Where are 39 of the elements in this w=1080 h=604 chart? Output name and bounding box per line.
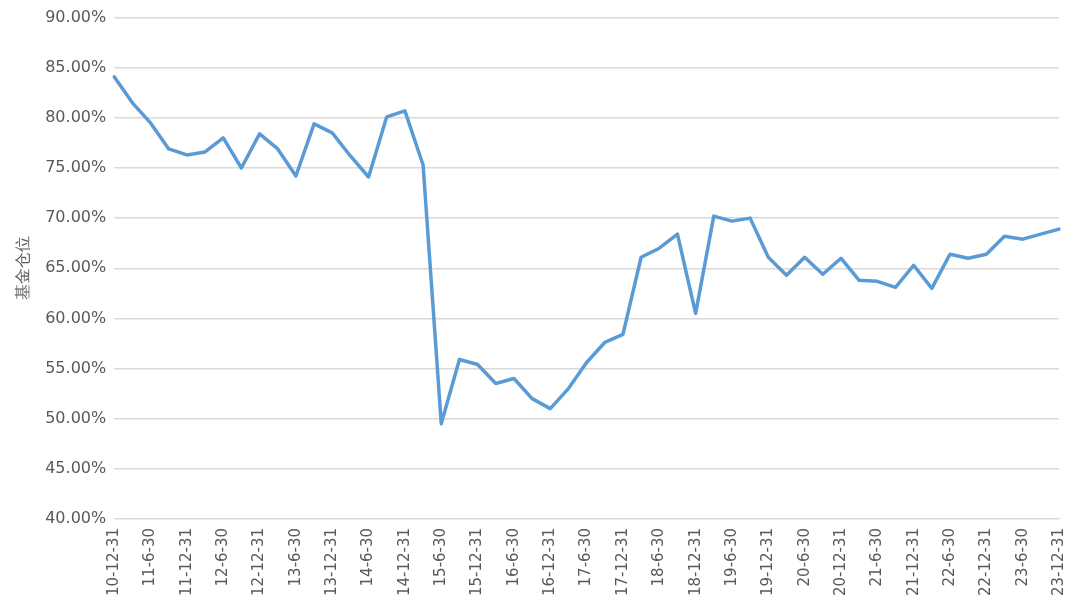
- y-tick-label: 45.00%: [45, 457, 107, 477]
- y-tick-label: 55.00%: [45, 357, 107, 377]
- x-tick-label: 18-12-31: [685, 527, 704, 597]
- x-tick-label: 22-12-31: [976, 527, 995, 597]
- y-tick-label: 75.00%: [45, 157, 107, 177]
- x-tick-label: 12-12-31: [249, 527, 268, 597]
- x-tick-label: 13-12-31: [322, 527, 341, 597]
- x-tick-label: 12-6-30: [213, 527, 232, 587]
- x-tick-label: 13-6-30: [285, 527, 304, 587]
- x-tick-label: 23-12-31: [1048, 527, 1067, 597]
- x-tick-label: 17-6-30: [576, 527, 595, 587]
- y-tick-label: 70.00%: [45, 207, 107, 227]
- x-tick-label: 19-12-31: [758, 527, 777, 597]
- y-tick-label: 85.00%: [45, 56, 107, 76]
- y-tick-label: 80.00%: [45, 107, 107, 127]
- y-tick-label: 65.00%: [45, 257, 107, 277]
- y-tick-label: 40.00%: [45, 508, 107, 528]
- x-tick-label: 20-12-31: [830, 527, 849, 597]
- x-tick-label: 18-6-30: [649, 527, 668, 587]
- x-tick-label: 14-12-31: [394, 527, 413, 597]
- x-tick-label: 16-12-31: [540, 527, 559, 597]
- x-tick-label: 22-6-30: [939, 527, 958, 587]
- x-tick-label: 15-6-30: [431, 527, 450, 587]
- x-tick-label: 15-12-31: [467, 527, 486, 597]
- x-tick-label: 17-12-31: [612, 527, 631, 597]
- y-axis-title: 基金仓位: [12, 236, 32, 301]
- x-tick-label: 11-12-31: [176, 527, 195, 597]
- x-tick-label: 19-6-30: [721, 527, 740, 587]
- x-tick-label: 14-6-30: [358, 527, 377, 587]
- y-tick-label: 90.00%: [45, 6, 107, 26]
- x-tick-label: 16-6-30: [503, 527, 522, 587]
- y-tick-label: 50.00%: [45, 407, 107, 427]
- x-tick-label: 11-6-30: [140, 527, 159, 587]
- x-tick-label: 21-12-31: [903, 527, 922, 597]
- x-tick-label: 21-6-30: [867, 527, 886, 587]
- x-tick-label: 23-6-30: [1012, 527, 1031, 587]
- x-tick-label: 10-12-31: [104, 527, 123, 597]
- x-tick-label: 20-6-30: [794, 527, 813, 587]
- y-tick-label: 60.00%: [45, 307, 107, 327]
